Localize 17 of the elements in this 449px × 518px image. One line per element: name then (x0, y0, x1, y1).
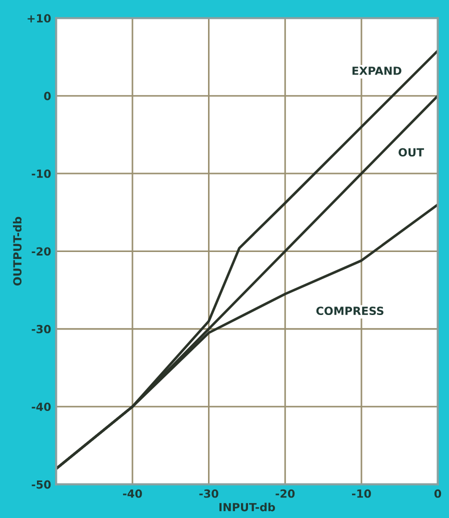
x-axis-title: INPUT-db (219, 502, 275, 512)
y-tick-label: +10 (28, 14, 51, 23)
y-axis-title: OUTPUT-db (12, 216, 22, 286)
y-tick-label: -30 (32, 324, 51, 334)
x-tick-label: -20 (276, 489, 295, 498)
y-tick-label: 0 (44, 92, 51, 100)
x-tick-label: 0 (434, 489, 442, 498)
text: COMPRESS (316, 306, 384, 316)
x-tick-label: -40 (123, 489, 142, 498)
y-tick-label: -20 (32, 247, 51, 256)
y-tick-label: -50 (32, 480, 51, 489)
series-label: OUT (398, 148, 424, 157)
x-tick-label: -30 (199, 489, 218, 498)
x-tick-label: -10 (352, 489, 371, 498)
y-tick-label: -40 (32, 402, 51, 412)
y-tick-label: -10 (32, 170, 51, 178)
series-label: EXPAND (352, 66, 402, 75)
